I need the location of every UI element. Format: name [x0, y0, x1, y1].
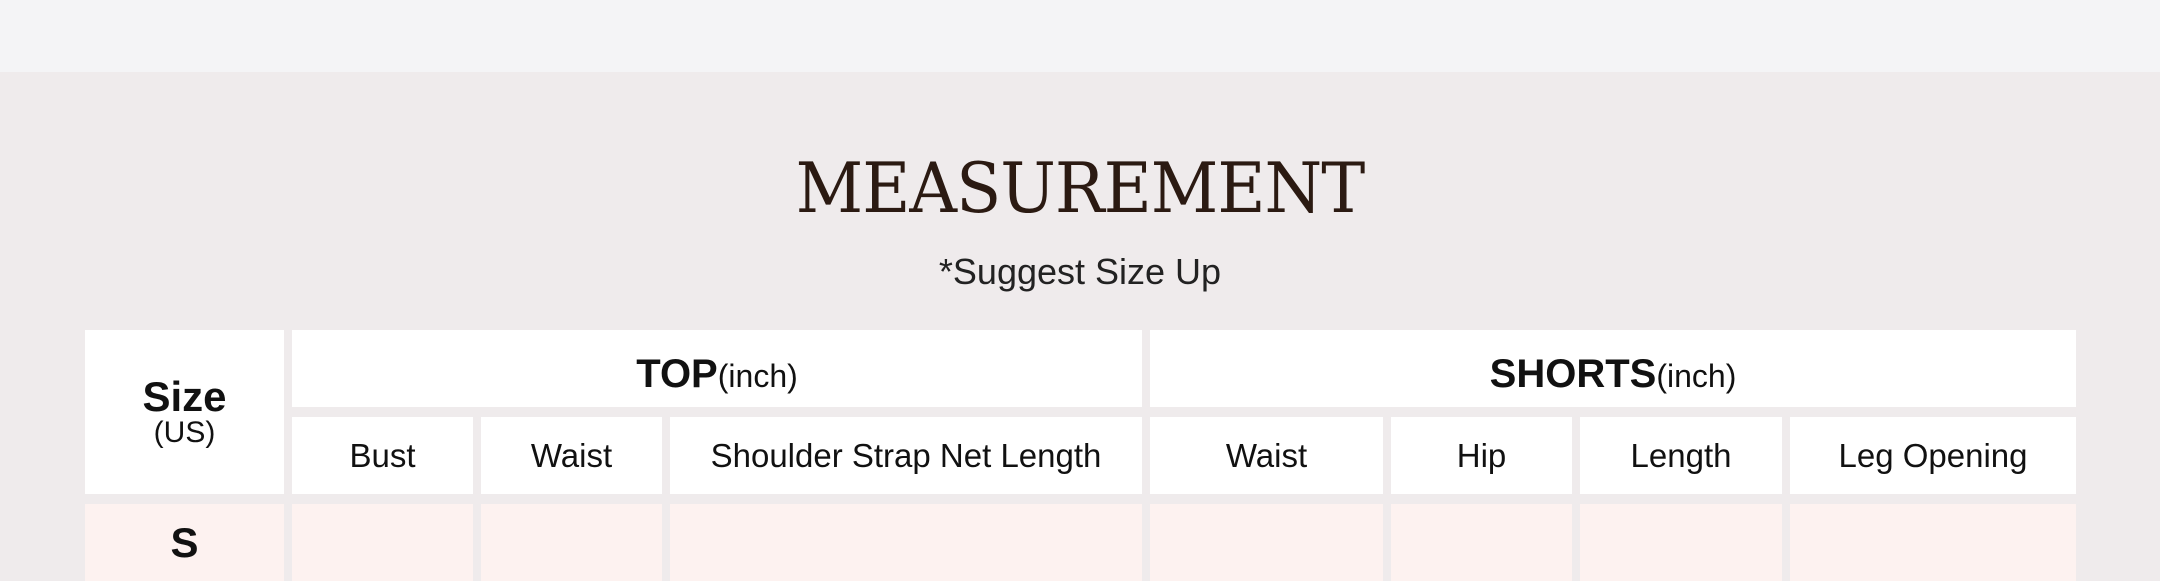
size-unit: (US) [153, 416, 216, 449]
row-cell [1790, 504, 2076, 581]
row-size-cell: S [85, 504, 284, 581]
shorts-group-header: SHORTS (inch) [1150, 330, 2076, 407]
row-cell [670, 504, 1142, 581]
subtitle: *Suggest Size Up [938, 251, 1222, 292]
row-cell [1150, 504, 1383, 581]
row-cell [481, 504, 662, 581]
column-header-hip: Hip [1391, 417, 1572, 494]
column-header-length: Length [1580, 417, 1782, 494]
row-cell [1580, 504, 1782, 581]
row-size: S [170, 518, 199, 566]
column-header-top-waist: Waist [481, 417, 662, 494]
size-label: Size [142, 373, 227, 420]
top-unit: (inch) [717, 358, 798, 394]
column-header-leg-opening: Leg Opening [1790, 417, 2076, 494]
shorts-unit: (inch) [1656, 358, 1737, 394]
size-header: Size (US) [85, 330, 284, 494]
row-cell [1391, 504, 1572, 581]
row-cell [292, 504, 473, 581]
column-header-shorts-waist: Waist [1150, 417, 1383, 494]
top-bar [0, 0, 2160, 72]
column-header-shoulder-strap: Shoulder Strap Net Length [670, 417, 1142, 494]
column-header-bust: Bust [292, 417, 473, 494]
top-label: TOP [636, 352, 718, 396]
shorts-label: SHORTS [1489, 352, 1657, 396]
top-group-header: TOP (inch) [292, 330, 1142, 407]
page-title: MEASUREMENT [795, 148, 1366, 229]
